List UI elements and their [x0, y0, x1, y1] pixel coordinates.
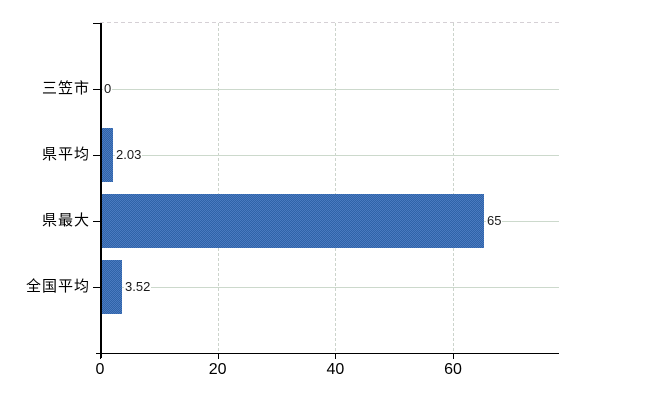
- category-label: 県最大: [41, 212, 90, 229]
- category-label: 県平均: [41, 146, 90, 163]
- x-axis-line: [96, 353, 559, 354]
- x-tick-label: 0: [95, 361, 105, 378]
- grid-line-v: [217, 23, 219, 353]
- value-label: 0: [103, 81, 113, 97]
- y-axis-line: [100, 23, 102, 358]
- grid-line-v: [335, 23, 337, 353]
- bar: [101, 194, 484, 248]
- x-axis-tick: [217, 354, 219, 359]
- x-tick-label: 60: [444, 361, 462, 378]
- value-label: 3.52: [124, 279, 152, 295]
- grid-line-h: [101, 287, 559, 288]
- grid-line-h: [101, 155, 559, 156]
- grid-line-h: [101, 89, 559, 90]
- category-label: 三笠市: [41, 80, 90, 97]
- x-axis-tick: [453, 354, 455, 359]
- y-axis-tick: [93, 221, 100, 222]
- y-axis-end-tick: [93, 23, 100, 24]
- category-label: 全国平均: [25, 278, 90, 295]
- y-axis-tick: [93, 155, 100, 156]
- y-axis-tick: [93, 287, 100, 288]
- value-label: 65: [486, 213, 503, 229]
- y-axis-tick: [93, 89, 100, 90]
- x-tick-label: 20: [208, 361, 227, 378]
- bar: [101, 128, 113, 182]
- x-tick-label: 40: [326, 361, 345, 378]
- value-label: 2.03: [115, 147, 143, 163]
- x-axis-tick: [100, 354, 101, 359]
- plot-top-border: [100, 22, 559, 23]
- grid-line-v: [453, 23, 455, 353]
- x-axis-tick: [335, 354, 337, 359]
- bar: [101, 260, 122, 314]
